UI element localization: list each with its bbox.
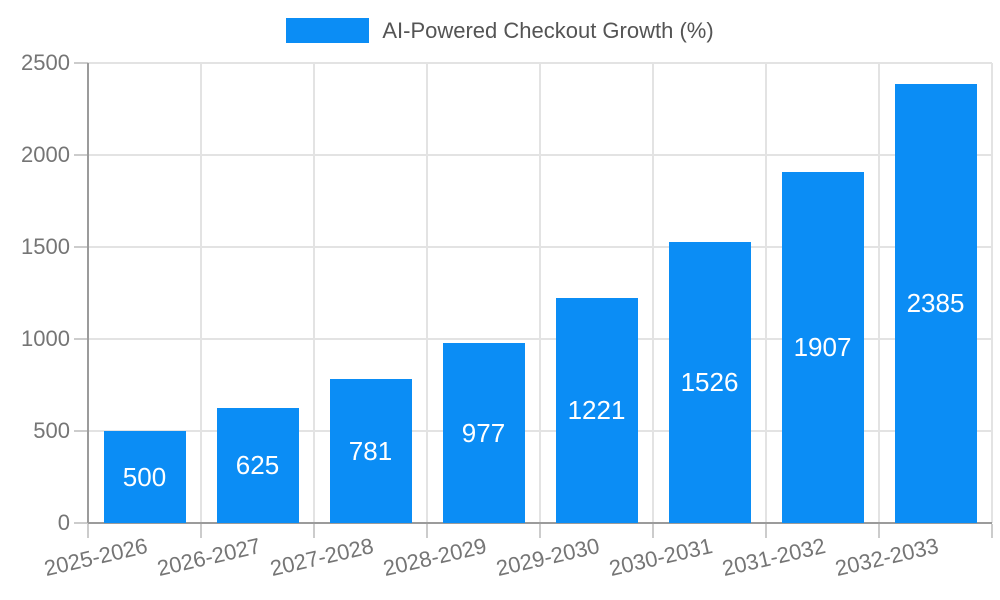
bar-value-label: 1526 <box>680 367 739 398</box>
bar: 625 <box>216 408 299 523</box>
x-axis-tick <box>87 524 89 538</box>
x-axis-tick-label: 2031-2032 <box>719 533 829 582</box>
gridline-vertical <box>652 63 654 523</box>
bar-value-label: 2385 <box>906 288 965 319</box>
y-axis-tick <box>74 430 88 432</box>
gridline-vertical <box>539 63 541 523</box>
bar-value-label: 781 <box>348 435 393 466</box>
bar-value-label: 977 <box>461 417 506 448</box>
x-axis-tick-label: 2027-2028 <box>267 533 377 582</box>
x-axis-tick-label: 2028-2029 <box>380 533 490 582</box>
y-axis-tick-label: 500 <box>33 418 70 443</box>
bar-value-label: 625 <box>235 450 280 480</box>
x-axis-tick <box>539 524 541 538</box>
y-axis-spine <box>87 63 89 523</box>
x-axis-tick <box>765 524 767 538</box>
bar: 977 <box>442 343 525 523</box>
bar: 1526 <box>668 242 751 523</box>
x-axis-tick-label: 2029-2030 <box>493 533 603 582</box>
y-axis-tick-label: 1000 <box>21 326 70 351</box>
gridline-vertical <box>313 63 315 523</box>
x-axis-spine <box>88 522 992 524</box>
bar: 500 <box>103 431 186 523</box>
bar: 1907 <box>781 172 864 523</box>
x-axis-tick-label: 2030-2031 <box>606 533 716 582</box>
gridline-vertical <box>200 63 202 523</box>
legend-swatch-icon <box>286 17 370 43</box>
x-axis-tick-label: 2026-2027 <box>154 533 264 582</box>
x-axis-tick-label: 2025-2026 <box>41 533 151 582</box>
bar-value-label: 1907 <box>793 332 852 363</box>
y-axis-tick <box>74 522 88 524</box>
gridline-vertical <box>991 63 993 523</box>
x-axis-tick <box>652 524 654 538</box>
y-axis-tick-label: 2000 <box>21 142 70 167</box>
x-axis-tick <box>200 524 202 538</box>
gridline-vertical <box>878 63 880 523</box>
y-axis-tick-label: 0 <box>57 510 70 535</box>
gridline-vertical <box>426 63 428 523</box>
legend-series-label: AI-Powered Checkout Growth (%) <box>382 17 714 43</box>
y-axis-tick-label: 2500 <box>21 50 70 75</box>
bar: 781 <box>329 379 412 523</box>
y-axis-tick <box>74 338 88 340</box>
bar-value-label: 500 <box>122 461 167 492</box>
x-axis-tick <box>426 524 428 538</box>
x-axis-tick <box>878 524 880 538</box>
x-axis-tick <box>313 524 315 538</box>
x-axis-tick <box>991 524 993 538</box>
y-axis-tick <box>74 246 88 248</box>
y-axis-tick-label: 1500 <box>21 234 70 259</box>
legend[interactable]: AI-Powered Checkout Growth (%) <box>0 14 1000 46</box>
bar: 1221 <box>555 298 638 523</box>
bar: 2385 <box>894 84 977 523</box>
y-axis-tick <box>74 62 88 64</box>
bar-value-label: 1221 <box>567 395 626 426</box>
gridline-vertical <box>765 63 767 523</box>
x-axis-tick-label: 2032-2033 <box>832 533 942 582</box>
y-axis-tick <box>74 154 88 156</box>
